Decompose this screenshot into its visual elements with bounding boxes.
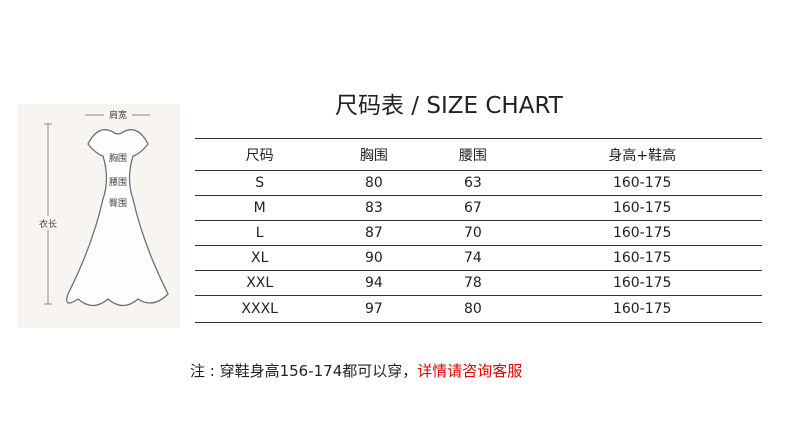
cell-waist: 78 — [423, 270, 523, 296]
table-row: XXL 94 78 160-175 — [195, 270, 762, 296]
cell-height: 160-175 — [522, 170, 762, 196]
hip-label: 臀围 — [109, 198, 127, 209]
cell-waist: 63 — [423, 170, 523, 196]
header-chest: 胸围 — [324, 138, 424, 171]
cell-waist: 80 — [423, 295, 523, 323]
cell-height: 160-175 — [522, 220, 762, 246]
cell-chest: 83 — [324, 195, 424, 221]
cell-height: 160-175 — [522, 195, 762, 221]
chest-label: 胸围 — [109, 152, 127, 164]
cell-waist: 74 — [423, 245, 523, 271]
note-text: 注 : 穿鞋身高156-174都可以穿， — [190, 362, 418, 380]
cell-size: XL — [195, 245, 325, 271]
page-title: 尺码表 / SIZE CHART — [335, 93, 563, 119]
cell-height: 160-175 — [522, 245, 762, 271]
cell-height: 160-175 — [522, 270, 762, 296]
cell-size: M — [195, 195, 325, 221]
cell-chest: 80 — [324, 170, 424, 196]
table-header-row: 尺码 胸围 腰围 身高+鞋高 — [195, 138, 762, 171]
cell-size: XXXL — [195, 295, 325, 323]
cell-height: 160-175 — [522, 295, 762, 323]
cell-size: XXL — [195, 270, 325, 296]
size-note: 注 : 穿鞋身高156-174都可以穿，详情请咨询客服 — [190, 360, 522, 381]
header-size: 尺码 — [195, 138, 325, 171]
size-table: 尺码 胸围 腰围 身高+鞋高 S 80 63 160-175 M 83 67 160-175 L… — [195, 138, 762, 323]
cell-waist: 67 — [423, 195, 523, 221]
table-row: XL 90 74 160-175 — [195, 245, 762, 271]
header-waist: 腰围 — [423, 138, 523, 171]
table-row: M 83 67 160-175 — [195, 195, 762, 221]
cell-chest: 90 — [324, 245, 424, 271]
table-row: XXXL 97 80 160-175 — [195, 295, 762, 323]
cell-size: L — [195, 220, 325, 246]
cell-chest: 87 — [324, 220, 424, 246]
cell-waist: 70 — [423, 220, 523, 246]
cell-chest: 97 — [324, 295, 424, 323]
cell-size: S — [195, 170, 325, 196]
table-row: S 80 63 160-175 — [195, 170, 762, 196]
note-highlight: 详情请咨询客服 — [417, 362, 523, 380]
length-label: 衣长 — [39, 218, 57, 230]
waist-label: 腰围 — [109, 177, 127, 188]
table-row: L 87 70 160-175 — [195, 220, 762, 246]
cell-chest: 94 — [324, 270, 424, 296]
shoulder-label: 肩宽 — [109, 109, 127, 121]
dress-diagram: 肩宽 胸围 腰围 臀围 衣长 — [18, 104, 180, 328]
header-height: 身高+鞋高 — [522, 138, 762, 171]
